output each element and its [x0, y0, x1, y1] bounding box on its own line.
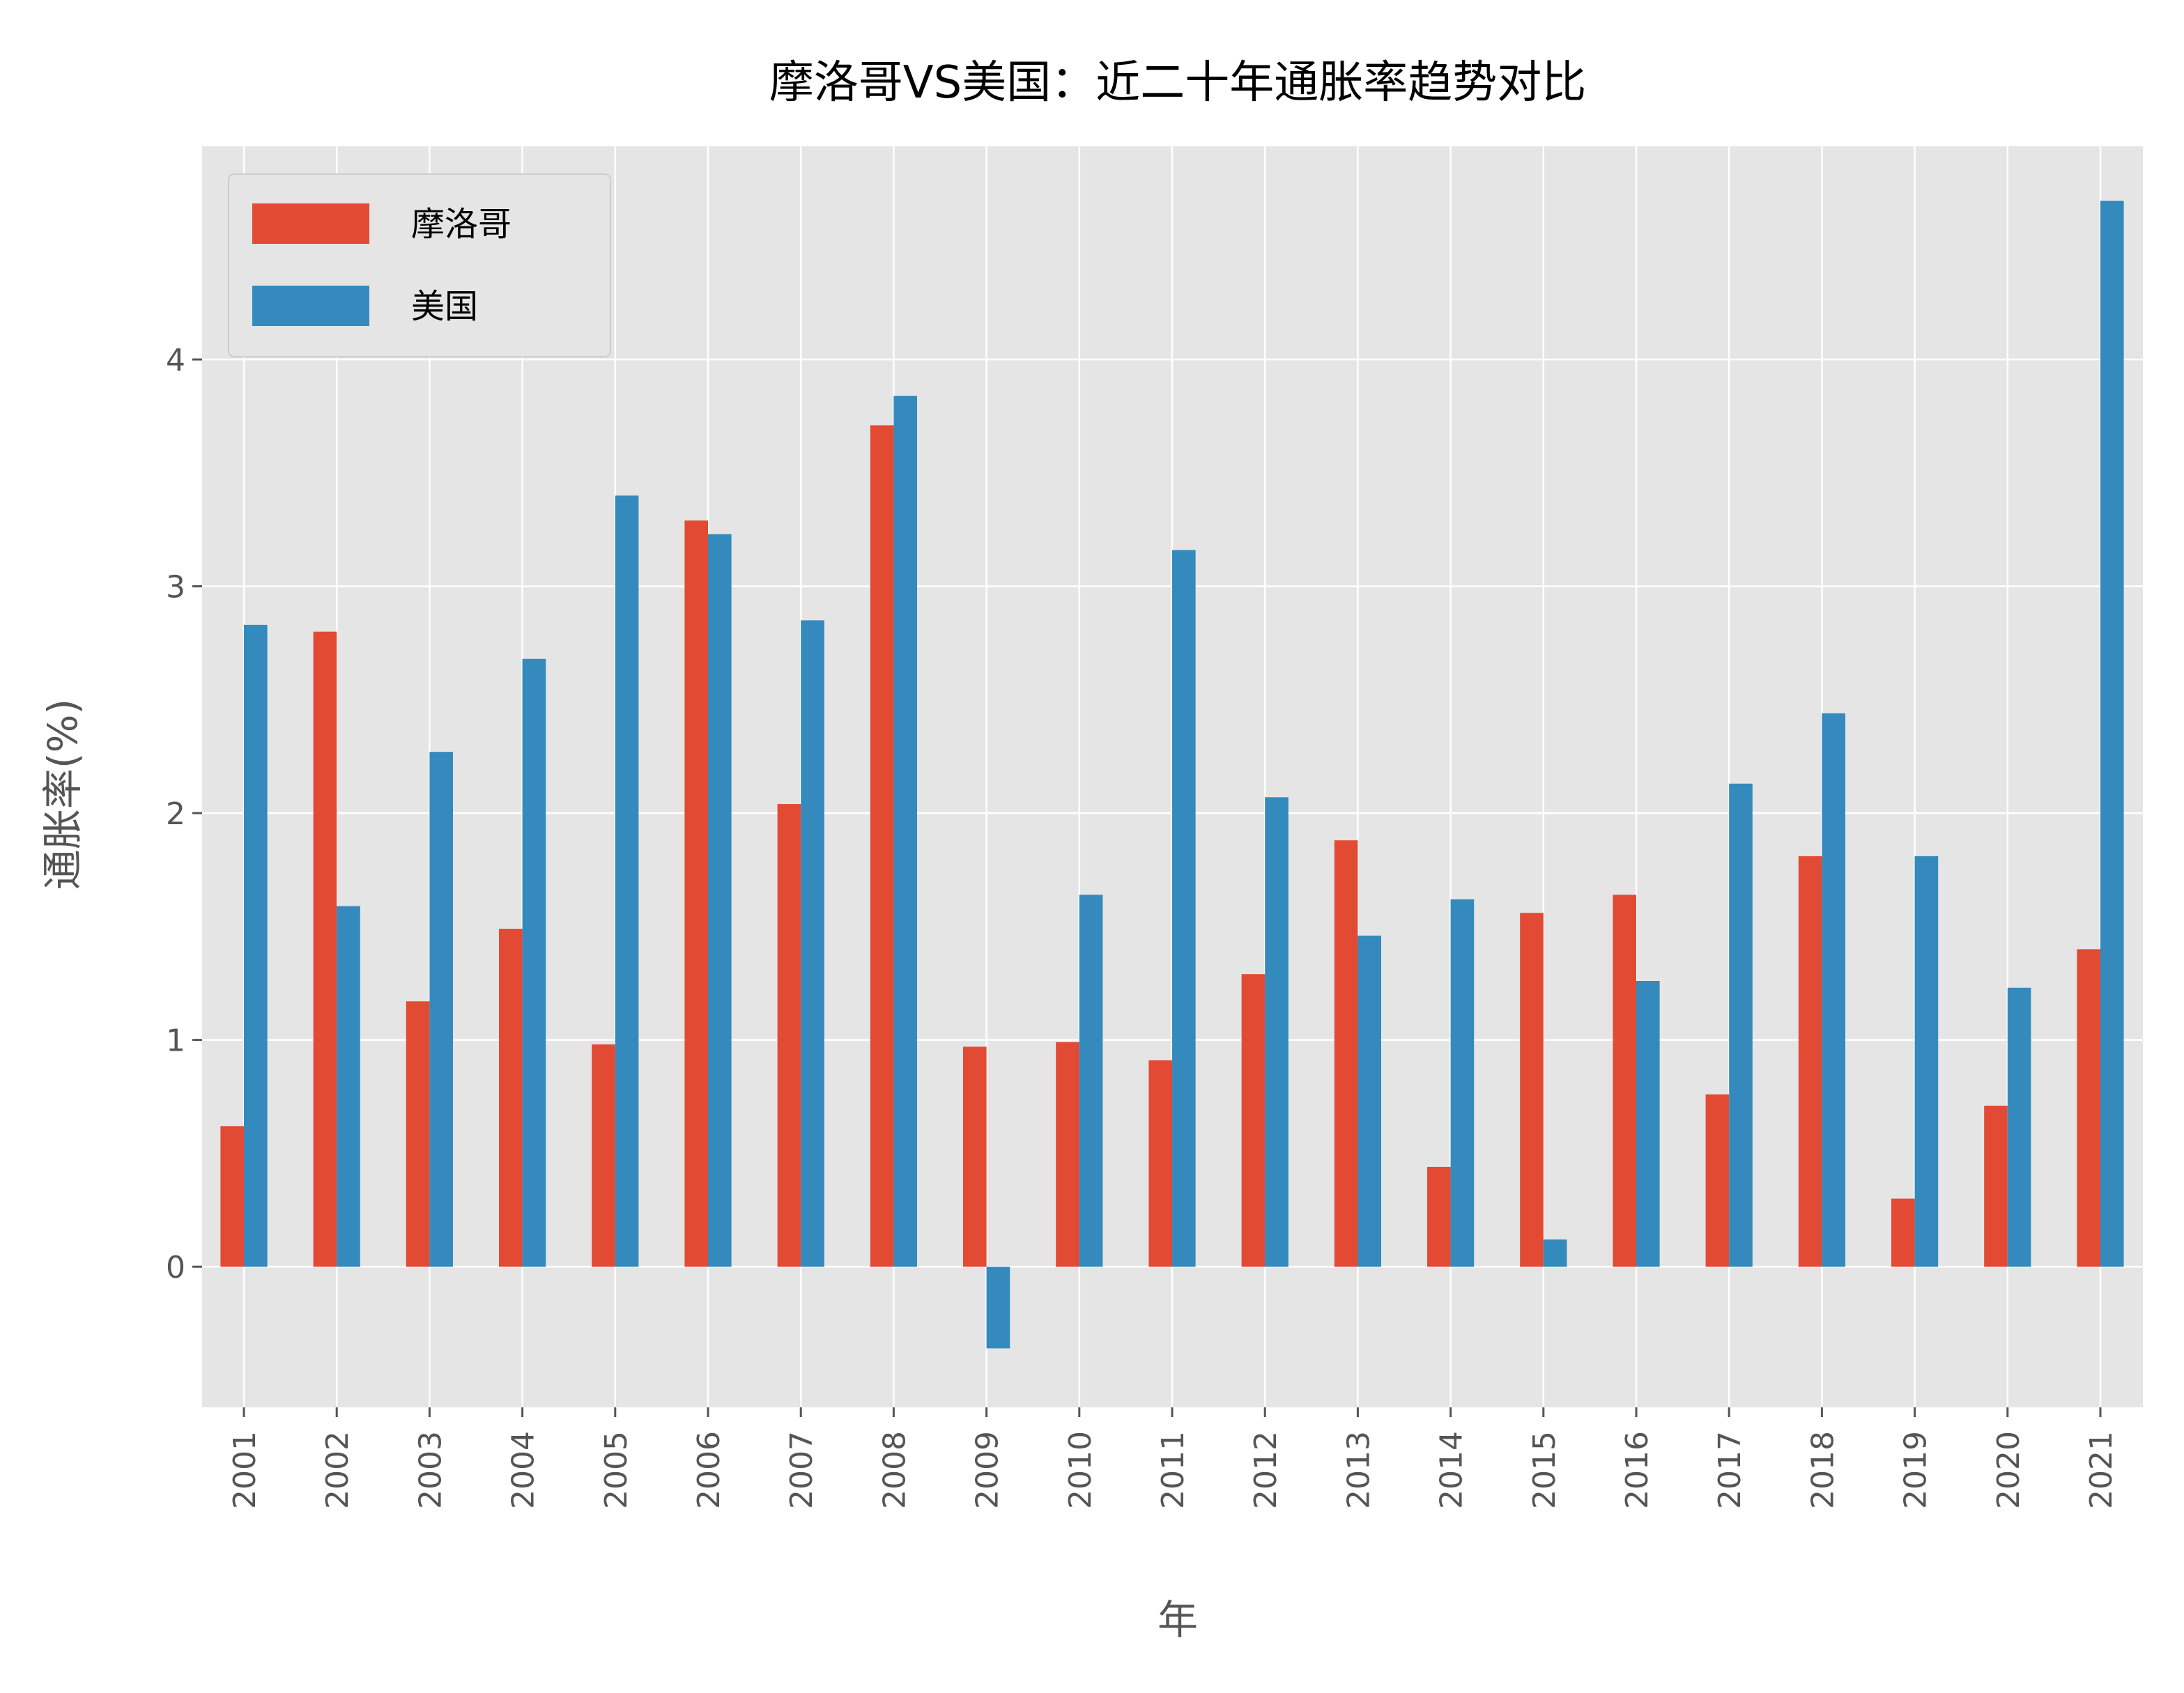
bar-usa-2004: [522, 658, 546, 1267]
bar-morocco-2003: [406, 1001, 430, 1267]
legend-swatch-morocco: [252, 203, 369, 244]
bar-morocco-2012: [1241, 974, 1266, 1267]
bar-morocco-2004: [499, 929, 523, 1267]
x-tick-label: 2006: [691, 1431, 727, 1509]
bars: [220, 201, 2124, 1349]
legend-label-morocco: 摩洛哥: [411, 205, 512, 244]
bar-morocco-2015: [1520, 913, 1544, 1267]
x-tick-label: 2010: [1063, 1431, 1098, 1509]
y-axis-label: 通胀率(%): [39, 699, 86, 890]
bar-usa-2021: [2100, 201, 2124, 1267]
x-tick-label: 2013: [1341, 1431, 1376, 1509]
x-tick-label: 2017: [1712, 1431, 1748, 1509]
bar-usa-2007: [801, 620, 824, 1267]
bar-morocco-2016: [1613, 895, 1636, 1267]
bar-usa-2002: [337, 906, 360, 1267]
bar-morocco-2013: [1334, 840, 1358, 1267]
x-tick-label: 2005: [599, 1431, 634, 1509]
bar-morocco-2008: [870, 425, 894, 1267]
chart-title: 摩洛哥VS美国：近二十年通胀率趋势对比: [769, 57, 1586, 109]
x-tick-label: 2002: [320, 1431, 355, 1509]
bar-usa-2015: [1543, 1239, 1567, 1267]
bar-usa-2003: [429, 752, 453, 1267]
y-tick-label: 4: [166, 343, 185, 378]
bar-usa-2016: [1636, 980, 1660, 1267]
bar-morocco-2011: [1148, 1060, 1172, 1267]
bar-usa-2020: [2007, 987, 2031, 1267]
bar-usa-2019: [1914, 856, 1939, 1267]
x-tick-label: 2016: [1620, 1431, 1655, 1509]
legend-box: [228, 173, 611, 357]
x-tick-label: 2012: [1248, 1431, 1284, 1509]
x-tick-label: 2019: [1898, 1431, 1934, 1509]
y-tick-label: 1: [166, 1023, 185, 1059]
bar-morocco-2018: [1798, 856, 1822, 1267]
bar-usa-2011: [1172, 550, 1196, 1267]
bar-morocco-2010: [1056, 1042, 1079, 1267]
bar-usa-2013: [1358, 935, 1381, 1267]
bar-usa-2005: [615, 495, 639, 1267]
bar-usa-2018: [1822, 713, 1845, 1267]
y-tick-label: 3: [166, 570, 185, 605]
bar-morocco-2009: [963, 1046, 987, 1267]
bar-morocco-2019: [1891, 1198, 1915, 1267]
bar-morocco-2001: [220, 1126, 244, 1267]
x-tick-label: 2018: [1805, 1431, 1840, 1509]
legend-label-usa: 美国: [411, 287, 478, 326]
bar-morocco-2017: [1705, 1094, 1730, 1267]
x-tick-label: 2021: [2084, 1431, 2119, 1509]
bar-morocco-2014: [1427, 1166, 1451, 1267]
bar-morocco-2002: [313, 631, 337, 1267]
x-tick-label: 2004: [506, 1431, 541, 1509]
legend-swatch-usa: [252, 286, 369, 326]
axes: 0 1 2 3 4 2001 2002 2003 2004 2005 2006 2007 2008 200…: [166, 343, 2119, 1509]
bar-usa-2001: [244, 624, 268, 1267]
y-tick-label: 0: [166, 1250, 185, 1285]
bar-morocco-2020: [1984, 1106, 2008, 1267]
x-tick-label: 2008: [877, 1431, 912, 1509]
bar-usa-2006: [708, 534, 732, 1267]
bar-usa-2012: [1265, 797, 1289, 1267]
bar-usa-2009: [986, 1267, 1010, 1349]
bar-morocco-2021: [2077, 949, 2100, 1267]
x-tick-label: 2001: [227, 1431, 263, 1509]
bar-usa-2014: [1450, 899, 1475, 1267]
x-tick-label: 2015: [1527, 1431, 1562, 1509]
bar-usa-2010: [1079, 895, 1103, 1267]
bar-usa-2008: [893, 396, 917, 1267]
x-tick-label: 2003: [413, 1431, 448, 1509]
x-tick-label: 2009: [970, 1431, 1006, 1509]
x-tick-label: 2020: [1991, 1431, 2027, 1509]
x-tick-label: 2007: [784, 1431, 820, 1509]
bar-morocco-2007: [777, 804, 801, 1267]
y-tick-label: 2: [166, 796, 185, 832]
x-tick-label: 2014: [1434, 1431, 1470, 1509]
bar-morocco-2005: [592, 1044, 615, 1267]
bar-usa-2017: [1729, 783, 1753, 1267]
x-axis-label: 年: [1158, 1596, 1198, 1644]
bar-morocco-2006: [684, 520, 708, 1267]
x-tick-label: 2011: [1155, 1431, 1191, 1509]
